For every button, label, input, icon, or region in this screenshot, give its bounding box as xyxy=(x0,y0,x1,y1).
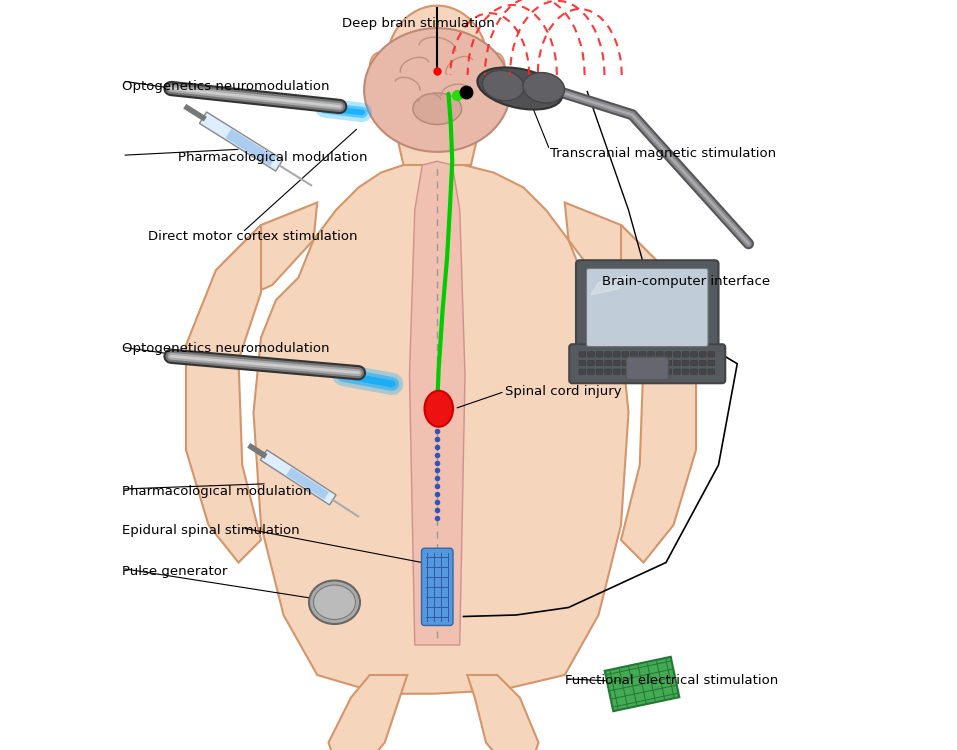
FancyBboxPatch shape xyxy=(569,344,725,383)
Polygon shape xyxy=(605,657,679,711)
FancyBboxPatch shape xyxy=(657,361,663,366)
FancyBboxPatch shape xyxy=(631,361,637,366)
FancyBboxPatch shape xyxy=(674,369,680,374)
Polygon shape xyxy=(565,202,658,300)
Ellipse shape xyxy=(387,6,488,122)
Ellipse shape xyxy=(314,585,355,620)
FancyBboxPatch shape xyxy=(639,361,646,366)
Polygon shape xyxy=(254,161,629,694)
Polygon shape xyxy=(591,275,629,295)
Text: Pharmacological modulation: Pharmacological modulation xyxy=(179,151,368,164)
Text: Optogenetics neuromodulation: Optogenetics neuromodulation xyxy=(122,342,330,355)
Polygon shape xyxy=(186,225,261,562)
FancyBboxPatch shape xyxy=(579,352,586,357)
FancyBboxPatch shape xyxy=(613,369,620,374)
Text: Epidural spinal stimulation: Epidural spinal stimulation xyxy=(122,524,300,537)
FancyBboxPatch shape xyxy=(626,357,668,380)
Ellipse shape xyxy=(485,53,504,80)
FancyBboxPatch shape xyxy=(605,361,612,366)
Ellipse shape xyxy=(523,73,565,103)
Ellipse shape xyxy=(478,68,562,110)
FancyBboxPatch shape xyxy=(587,268,708,346)
FancyBboxPatch shape xyxy=(579,369,586,374)
Polygon shape xyxy=(286,467,329,500)
Ellipse shape xyxy=(425,391,453,427)
Text: Pharmacological modulation: Pharmacological modulation xyxy=(122,484,312,498)
FancyBboxPatch shape xyxy=(682,361,689,366)
FancyBboxPatch shape xyxy=(674,361,680,366)
FancyBboxPatch shape xyxy=(605,369,612,374)
FancyBboxPatch shape xyxy=(674,352,680,357)
FancyBboxPatch shape xyxy=(639,352,646,357)
Polygon shape xyxy=(410,161,465,645)
Text: Deep brain stimulation: Deep brain stimulation xyxy=(342,17,495,31)
FancyBboxPatch shape xyxy=(648,369,655,374)
FancyBboxPatch shape xyxy=(648,352,655,357)
FancyBboxPatch shape xyxy=(708,352,715,357)
FancyBboxPatch shape xyxy=(657,352,663,357)
FancyBboxPatch shape xyxy=(657,369,663,374)
FancyBboxPatch shape xyxy=(682,352,689,357)
FancyBboxPatch shape xyxy=(639,369,646,374)
Polygon shape xyxy=(226,129,276,166)
FancyBboxPatch shape xyxy=(596,361,603,366)
Text: Optogenetics neuromodulation: Optogenetics neuromodulation xyxy=(122,80,330,93)
Polygon shape xyxy=(621,225,696,562)
FancyBboxPatch shape xyxy=(605,352,612,357)
FancyBboxPatch shape xyxy=(700,369,706,374)
FancyBboxPatch shape xyxy=(588,369,594,374)
FancyBboxPatch shape xyxy=(622,352,629,357)
Text: Direct motor cortex stimulation: Direct motor cortex stimulation xyxy=(148,230,358,243)
Polygon shape xyxy=(392,79,482,165)
Ellipse shape xyxy=(309,580,360,624)
Ellipse shape xyxy=(482,70,524,100)
FancyBboxPatch shape xyxy=(691,361,698,366)
FancyBboxPatch shape xyxy=(631,369,637,374)
Polygon shape xyxy=(328,675,408,750)
FancyBboxPatch shape xyxy=(648,361,655,366)
Polygon shape xyxy=(467,675,539,750)
Ellipse shape xyxy=(364,28,510,152)
FancyBboxPatch shape xyxy=(708,361,715,366)
FancyBboxPatch shape xyxy=(631,352,637,357)
FancyBboxPatch shape xyxy=(596,352,603,357)
Ellipse shape xyxy=(369,53,389,80)
Text: Transcranial magnetic stimulation: Transcranial magnetic stimulation xyxy=(549,147,776,160)
FancyBboxPatch shape xyxy=(588,352,594,357)
FancyBboxPatch shape xyxy=(691,369,698,374)
FancyBboxPatch shape xyxy=(588,361,594,366)
FancyBboxPatch shape xyxy=(708,369,715,374)
FancyBboxPatch shape xyxy=(682,369,689,374)
Text: Brain-computer interface: Brain-computer interface xyxy=(602,274,770,288)
FancyBboxPatch shape xyxy=(700,352,706,357)
Text: Spinal cord injury: Spinal cord injury xyxy=(504,385,621,398)
FancyBboxPatch shape xyxy=(691,352,698,357)
Polygon shape xyxy=(260,450,336,505)
Text: Pulse generator: Pulse generator xyxy=(122,565,228,578)
Polygon shape xyxy=(224,202,318,300)
FancyBboxPatch shape xyxy=(665,361,672,366)
FancyBboxPatch shape xyxy=(421,548,453,626)
FancyBboxPatch shape xyxy=(665,352,672,357)
Polygon shape xyxy=(199,112,283,171)
FancyBboxPatch shape xyxy=(700,361,706,366)
FancyBboxPatch shape xyxy=(579,361,586,366)
FancyBboxPatch shape xyxy=(613,361,620,366)
FancyBboxPatch shape xyxy=(622,361,629,366)
FancyBboxPatch shape xyxy=(622,369,629,374)
FancyBboxPatch shape xyxy=(596,369,603,374)
Ellipse shape xyxy=(412,93,461,124)
FancyBboxPatch shape xyxy=(576,260,719,354)
FancyBboxPatch shape xyxy=(665,369,672,374)
Text: Functional electrical stimulation: Functional electrical stimulation xyxy=(565,674,778,688)
FancyBboxPatch shape xyxy=(613,352,620,357)
